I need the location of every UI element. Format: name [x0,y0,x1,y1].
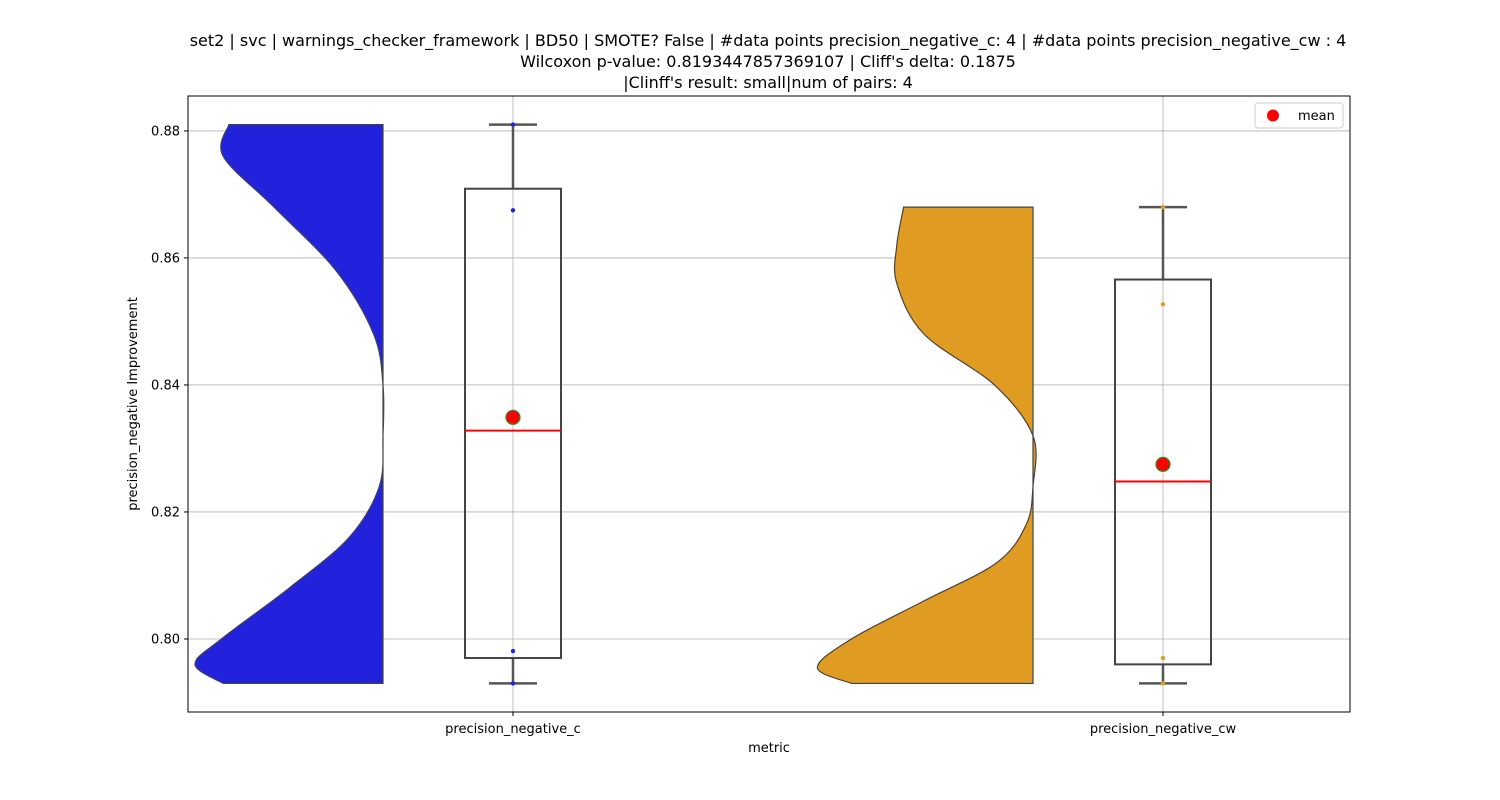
data-point [1160,681,1166,686]
data-point [510,681,516,686]
x-axis: precision_negative_c precision_negative_c… [445,712,1237,737]
violin-precision_negative_c [194,123,385,685]
legend: mean [1254,102,1344,129]
plot-frame [187,95,1351,713]
legend-mean-marker [1267,109,1279,122]
data-point [1160,302,1166,307]
mean-marker [505,409,521,425]
x-axis-label: metric [748,741,790,756]
points [505,122,1171,686]
legend-mean-label: mean [1298,109,1335,124]
x-tick-label: precision_negative_cw [1090,722,1237,737]
chart-title-line-1: set2 | svc | warnings_checker_framework … [190,31,1347,51]
legend-box [1254,102,1344,129]
y-tick-label: 0.88 [151,124,180,139]
y-tick-label: 0.80 [151,632,180,647]
y-axis: 0.80 0.82 0.84 0.86 0.88 [151,124,188,647]
violins [194,123,1037,685]
mean-marker [1155,456,1171,472]
data-point [510,208,516,213]
boxplot-precision_negative_c [464,123,562,685]
boxes [464,123,1212,685]
box-iqr [464,187,562,660]
data-point [1160,655,1166,661]
box-iqr [1114,278,1212,666]
y-axis-label: precision_negative Improvement [126,297,141,511]
chart-title-line-2: Wilcoxon p-value: 0.8193447857369107 | C… [520,52,1016,71]
data-point [510,122,516,127]
y-tick-label: 0.86 [151,251,180,266]
violin-precision_negative_cw [816,206,1037,685]
y-tick-label: 0.84 [151,378,180,393]
x-tick-label: precision_negative_c [445,722,581,737]
data-point [1160,204,1166,210]
data-point [510,648,516,654]
chart-title-line-3: |Clinff's result: small|num of pairs: 4 [623,73,913,92]
boxplot-precision_negative_cw [1114,205,1212,685]
y-tick-label: 0.82 [151,505,180,520]
